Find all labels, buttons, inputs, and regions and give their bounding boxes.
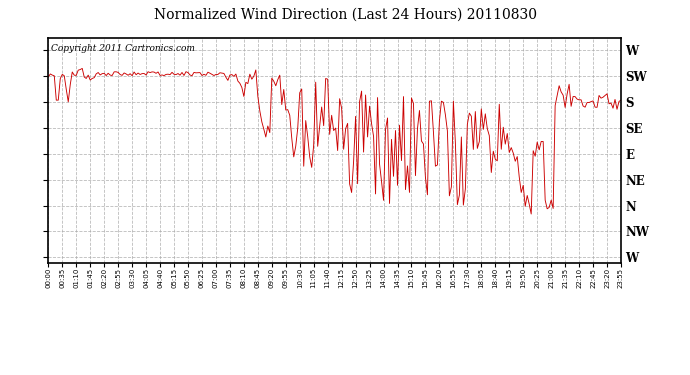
Text: Normalized Wind Direction (Last 24 Hours) 20110830: Normalized Wind Direction (Last 24 Hours… xyxy=(153,8,537,21)
Text: Copyright 2011 Cartronics.com: Copyright 2011 Cartronics.com xyxy=(51,44,195,53)
